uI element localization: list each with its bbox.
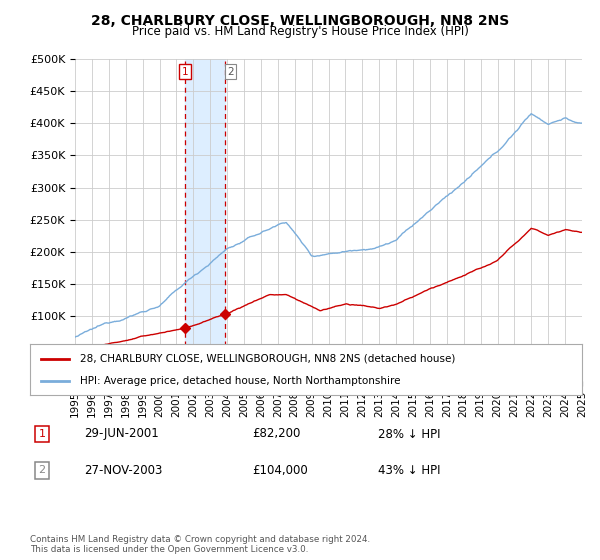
Bar (185, 59, 226, 381)
Text: 1: 1 (182, 67, 188, 77)
Text: 27-NOV-2003: 27-NOV-2003 (84, 464, 163, 477)
Text: 28, CHARLBURY CLOSE, WELLINGBOROUGH, NN8 2NS (detached house): 28, CHARLBURY CLOSE, WELLINGBOROUGH, NN8… (80, 353, 455, 363)
Text: HPI: Average price, detached house, North Northamptonshire: HPI: Average price, detached house, Nort… (80, 376, 400, 386)
Text: 2: 2 (38, 465, 46, 475)
Text: Contains HM Land Registry data © Crown copyright and database right 2024.
This d: Contains HM Land Registry data © Crown c… (30, 535, 370, 554)
Text: 1: 1 (38, 429, 46, 439)
Text: Price paid vs. HM Land Registry's House Price Index (HPI): Price paid vs. HM Land Registry's House … (131, 25, 469, 38)
Text: £104,000: £104,000 (252, 464, 308, 477)
Text: 28% ↓ HPI: 28% ↓ HPI (378, 427, 440, 441)
Text: 2: 2 (227, 67, 234, 77)
Text: 29-JUN-2001: 29-JUN-2001 (84, 427, 159, 441)
Text: £82,200: £82,200 (252, 427, 301, 441)
Text: 43% ↓ HPI: 43% ↓ HPI (378, 464, 440, 477)
Text: 28, CHARLBURY CLOSE, WELLINGBOROUGH, NN8 2NS: 28, CHARLBURY CLOSE, WELLINGBOROUGH, NN8… (91, 14, 509, 28)
